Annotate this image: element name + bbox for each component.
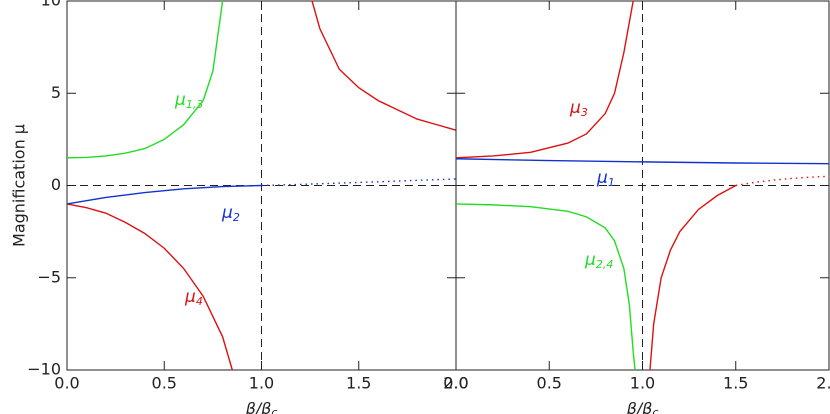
curve-label-symbol: μ: [184, 287, 196, 307]
curve-label-sub: 2: [233, 211, 240, 224]
y-tick-label: 5: [51, 83, 61, 102]
curve: [735, 175, 830, 187]
x-axis-label: β/βc: [245, 399, 278, 414]
curve: [66, 203, 233, 371]
x-tick-label: 1.5: [723, 374, 748, 393]
curve-label: μ1: [596, 168, 615, 189]
x-axis-label: β/βc: [626, 399, 659, 414]
curve-label: μ3: [569, 98, 588, 119]
curve: [311, 0, 457, 131]
curve: [66, 0, 224, 159]
curve-label-symbol: μ: [221, 203, 233, 223]
x-tick-label: 0.0: [443, 374, 468, 393]
curve-label-symbol: μ: [596, 168, 608, 188]
curve: [455, 0, 634, 159]
x-axis-label-sub: c: [271, 406, 277, 414]
curve: [455, 158, 830, 165]
curve-label-symbol: μ: [584, 250, 596, 270]
curve-label-sub: 4: [196, 295, 203, 308]
curve-label-sub: 1: [608, 176, 615, 189]
x-tick-label: 2.0: [443, 374, 468, 393]
curve: [455, 203, 636, 371]
curve: [649, 184, 737, 371]
x-tick-label: 2.0: [816, 374, 830, 393]
curve-label-sub: 3: [581, 106, 588, 119]
y-tick-label: 10: [41, 0, 61, 10]
curve-label: μ2: [221, 203, 240, 224]
curve: [66, 184, 262, 205]
y-tick-label: −10: [27, 360, 61, 379]
curve: [261, 178, 457, 187]
curve-label: μ2,4: [584, 250, 613, 271]
x-tick-label: 1.0: [630, 374, 655, 393]
curve-label-symbol: μ: [174, 90, 186, 110]
curve-label: μ4: [184, 287, 203, 308]
x-tick-label: 0.5: [152, 374, 177, 393]
y-tick-label: 0: [51, 175, 61, 194]
curve-label-sub: 2,4: [596, 258, 614, 271]
x-tick-label: 1.0: [249, 374, 274, 393]
curve-label-symbol: μ: [569, 98, 581, 118]
x-axis-label-sub: c: [652, 406, 658, 414]
curve-label: μ1,3: [174, 90, 203, 111]
x-tick-label: 0.5: [537, 374, 562, 393]
x-tick-label: 0.0: [54, 374, 79, 393]
y-axis-label: Magnification μ: [10, 124, 29, 247]
x-axis-label-main: β/β: [245, 399, 272, 414]
y-tick-label: −5: [37, 267, 61, 286]
x-axis-label-main: β/β: [626, 399, 653, 414]
curve-label-sub: 1,3: [186, 98, 204, 111]
x-tick-label: 1.5: [346, 374, 371, 393]
